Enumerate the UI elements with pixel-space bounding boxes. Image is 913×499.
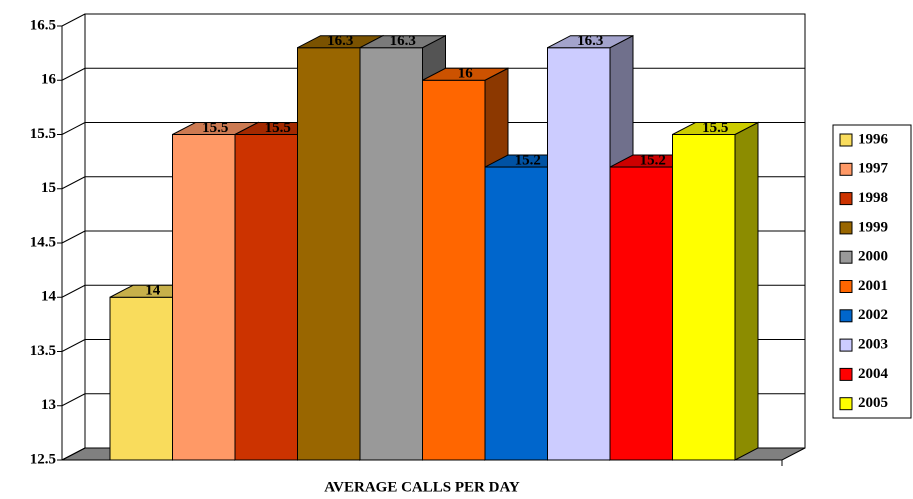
value-label: 16.3: [390, 33, 416, 49]
grid-line: [61, 67, 86, 81]
bar: [172, 134, 236, 461]
y-tick-label: 13.5: [30, 343, 56, 359]
y-tick-label: 15.5: [30, 126, 56, 142]
bar: [109, 296, 173, 461]
legend-label: 2003: [858, 337, 888, 353]
bar: [547, 47, 611, 461]
bar: [609, 166, 673, 461]
bar: [297, 47, 361, 461]
bar: [484, 166, 548, 461]
y-tick-label: 14: [41, 289, 57, 305]
value-label: 16.3: [327, 33, 353, 49]
x-axis-label: AVERAGE CALLS PER DAY: [324, 479, 520, 495]
grid-line: [61, 393, 86, 407]
legend-swatch: [839, 192, 853, 206]
grid-line: [61, 230, 86, 244]
bars: 14 15.5 15.5 16.3 16.3 16 15.2 16.3 15.2 15.5: [109, 33, 759, 461]
legend: 1996 1997 1998 1999 2000 2001 2002 2003 2004 2005: [839, 131, 889, 411]
bar-top: [547, 35, 634, 49]
legend-swatch: [839, 338, 853, 352]
plot-front: 12.5 13 13.5 14 14.5 15 15.5 16 16.5 AVERAGE CALL…: [30, 17, 783, 495]
value-label: 16.3: [577, 33, 603, 49]
y-tick-label: 16.5: [30, 17, 56, 33]
grid-line: [61, 447, 86, 461]
value-label: 15.2: [515, 152, 541, 168]
value-label: 15.5: [702, 120, 728, 136]
value-label: 15.5: [265, 120, 291, 136]
legend-swatch: [839, 309, 853, 323]
legend-label: 1996: [858, 131, 889, 147]
legend-swatch: [839, 221, 853, 235]
legend-swatch: [839, 133, 853, 147]
value-label: 15.5: [202, 120, 228, 136]
legend-label: 2005: [858, 395, 888, 411]
y-tick-label: 16: [41, 72, 57, 88]
legend-label: 1997: [858, 161, 889, 177]
y-tick-label: 12.5: [30, 451, 56, 467]
bar-top: [672, 122, 759, 135]
legend-label: 2004: [858, 366, 889, 382]
bar-top: [359, 35, 446, 49]
grid-line: [61, 176, 86, 190]
grid-line: [61, 284, 86, 298]
y-tick-label: 15: [41, 180, 56, 196]
legend-label: 2002: [858, 307, 888, 323]
legend-label: 1999: [858, 219, 888, 235]
legend-label: 2001: [858, 278, 888, 294]
bar: [422, 79, 486, 461]
legend-swatch: [839, 250, 853, 264]
y-tick-label: 14.5: [30, 234, 56, 250]
value-label: 16: [458, 66, 474, 82]
legend-label: 2000: [858, 249, 888, 265]
value-label: 15.2: [640, 152, 666, 168]
grid-line: [61, 13, 86, 27]
legend-swatch: [839, 162, 853, 176]
bar: [672, 134, 736, 461]
legend-swatch: [839, 280, 853, 293]
legend-swatch: [839, 367, 853, 381]
value-label: 14: [145, 283, 161, 299]
y-tick-label: 13: [41, 397, 56, 413]
bar: [234, 134, 298, 461]
bar-side: [734, 121, 759, 461]
grid-line: [61, 122, 86, 135]
grid-line: [61, 339, 86, 352]
bar-top: [422, 67, 509, 81]
bar: [359, 47, 423, 461]
legend-swatch: [839, 397, 853, 411]
legend-label: 1998: [858, 190, 888, 206]
